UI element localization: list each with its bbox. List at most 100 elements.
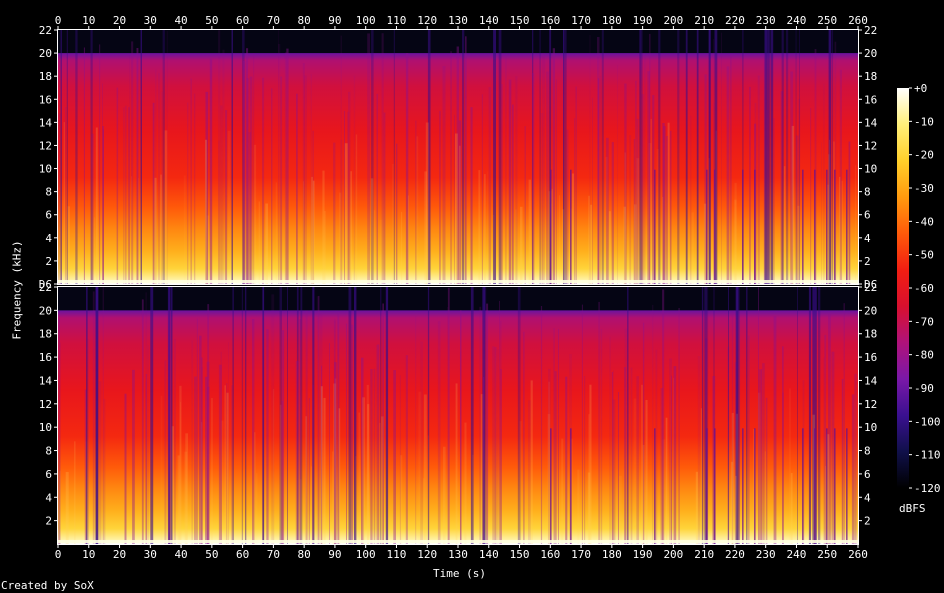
colorbar-tick-label: -120 <box>914 482 941 495</box>
x-tick-label-bottom: 150 <box>510 548 530 561</box>
x-tick-label-top: 180 <box>602 14 622 27</box>
x-tick-label-bottom: 240 <box>787 548 807 561</box>
y-tick-label-left: 6 <box>45 209 52 222</box>
x-tick-label-bottom: 230 <box>756 548 776 561</box>
y-tick-label-left: 14 <box>39 116 53 129</box>
y-tick-label-right: 22 <box>864 281 877 294</box>
y-tick-label-right: 6 <box>864 468 871 481</box>
y-tick-label-right: 2 <box>864 515 871 528</box>
y-tick-label-left: DC <box>39 278 52 291</box>
x-tick-label-top: 10 <box>82 14 95 27</box>
x-tick-label-bottom: 200 <box>663 548 683 561</box>
y-axis-label: Frequency (kHz) <box>10 240 24 340</box>
x-tick-label-top: 210 <box>694 14 714 27</box>
axes: 0 0 10 10 20 20 30 30 40 40 50 50 60 60 70 70 80 80 90 90 10… <box>39 14 878 561</box>
y-tick-label-right: 10 <box>864 163 877 176</box>
y-tick-label-left: 2 <box>45 255 52 268</box>
x-tick-label-top: 190 <box>633 14 653 27</box>
y-tick-label-left: 20 <box>39 304 52 317</box>
y-tick-label-right: 4 <box>864 232 871 245</box>
x-tick-label-bottom: 60 <box>236 548 249 561</box>
colorbar-tick-label: -80 <box>914 349 934 362</box>
x-tick-label-top: 100 <box>356 14 376 27</box>
x-tick-label-bottom: 110 <box>387 548 407 561</box>
x-tick-label-top: 80 <box>298 14 311 27</box>
y-tick-label-left: 12 <box>39 139 52 152</box>
x-tick-label-top: 90 <box>328 14 341 27</box>
y-tick-label-right: 20 <box>864 304 877 317</box>
y-tick-label-left: 2 <box>45 515 52 528</box>
y-tick-label-right: 8 <box>864 445 871 458</box>
y-tick-label-right: 20 <box>864 47 877 60</box>
y-tick-label-left: 20 <box>39 47 52 60</box>
cutoff-band <box>58 30 858 54</box>
x-tick-label-bottom: 30 <box>144 548 157 561</box>
colorbar-tick-label: -70 <box>914 315 934 328</box>
x-tick-label-bottom: 140 <box>479 548 499 561</box>
x-tick-label-top: 70 <box>267 14 280 27</box>
x-tick-label-top: 40 <box>174 14 187 27</box>
colorbar-tick-label: -30 <box>914 182 934 195</box>
y-tick-label-left: 10 <box>39 421 52 434</box>
y-tick-label-right: 18 <box>864 328 877 341</box>
cutoff-band <box>58 287 858 311</box>
x-tick-label-bottom: 40 <box>174 548 187 561</box>
x-tick-label-bottom: 260 <box>848 548 868 561</box>
colorbar-tick-label: -40 <box>914 215 934 228</box>
y-tick-label-left: 4 <box>45 491 52 504</box>
x-tick-label-bottom: 50 <box>205 548 218 561</box>
x-tick-label-bottom: 170 <box>571 548 591 561</box>
x-tick-label-bottom: 180 <box>602 548 622 561</box>
x-tick-label-bottom: 160 <box>540 548 560 561</box>
x-tick-label-bottom: 100 <box>356 548 376 561</box>
y-tick-label-right: 14 <box>864 116 878 129</box>
y-tick-label-left: 6 <box>45 468 52 481</box>
y-tick-label-right: 12 <box>864 139 877 152</box>
colorbar-tick-label: -20 <box>914 149 934 162</box>
spectrum-field <box>58 287 858 544</box>
x-tick-label-top: 150 <box>510 14 530 27</box>
x-tick-label-bottom: 120 <box>417 548 437 561</box>
x-tick-label-bottom: 130 <box>448 548 468 561</box>
colorbar-tick-label: +0 <box>914 82 927 95</box>
x-tick-label-bottom: 210 <box>694 548 714 561</box>
y-tick-label-left: 12 <box>39 398 52 411</box>
y-tick-label-right: 4 <box>864 491 871 504</box>
x-tick-label-top: 120 <box>417 14 437 27</box>
spectrum-field <box>58 30 858 284</box>
y-tick-label-right: 14 <box>864 374 878 387</box>
x-tick-label-bottom: 0 <box>55 548 62 561</box>
x-tick-label-top: 130 <box>448 14 468 27</box>
y-tick-label-left: 16 <box>39 93 52 106</box>
colorbar-label: dBFS <box>899 502 926 515</box>
x-tick-label-top: 20 <box>113 14 126 27</box>
y-tick-label-left: 16 <box>39 351 52 364</box>
x-tick-label-bottom: 10 <box>82 548 95 561</box>
y-tick-label-left: 22 <box>39 24 52 37</box>
colorbar-tick-label: -100 <box>914 415 941 428</box>
y-tick-label-right: 2 <box>864 255 871 268</box>
y-tick-label-left: 8 <box>45 186 52 199</box>
x-tick-label-bottom: 20 <box>113 548 126 561</box>
y-tick-label-right: DC <box>864 278 877 291</box>
y-tick-label-left: 10 <box>39 163 52 176</box>
y-tick-label-right: 10 <box>864 421 877 434</box>
y-tick-label-left: 4 <box>45 232 52 245</box>
colorbar-tick-label: -110 <box>914 449 941 462</box>
colorbar-tick-label: -10 <box>914 115 934 128</box>
channel-2-spectrogram <box>57 286 859 545</box>
x-tick-label-top: 110 <box>387 14 407 27</box>
x-tick-label-top: 0 <box>55 14 62 27</box>
y-tick-label-right: 8 <box>864 186 871 199</box>
x-tick-label-bottom: 220 <box>725 548 745 561</box>
channel-1-spectrogram <box>57 29 859 285</box>
y-tick-label-left: 22 <box>39 281 52 294</box>
x-tick-label-top: 240 <box>787 14 807 27</box>
y-tick-label-right: 6 <box>864 209 871 222</box>
colorbar-tick-label: -90 <box>914 382 934 395</box>
y-tick-label-left: 14 <box>39 374 53 387</box>
y-tick-label-right: 22 <box>864 24 877 37</box>
y-tick-label-left: 8 <box>45 445 52 458</box>
x-tick-label-top: 30 <box>144 14 157 27</box>
